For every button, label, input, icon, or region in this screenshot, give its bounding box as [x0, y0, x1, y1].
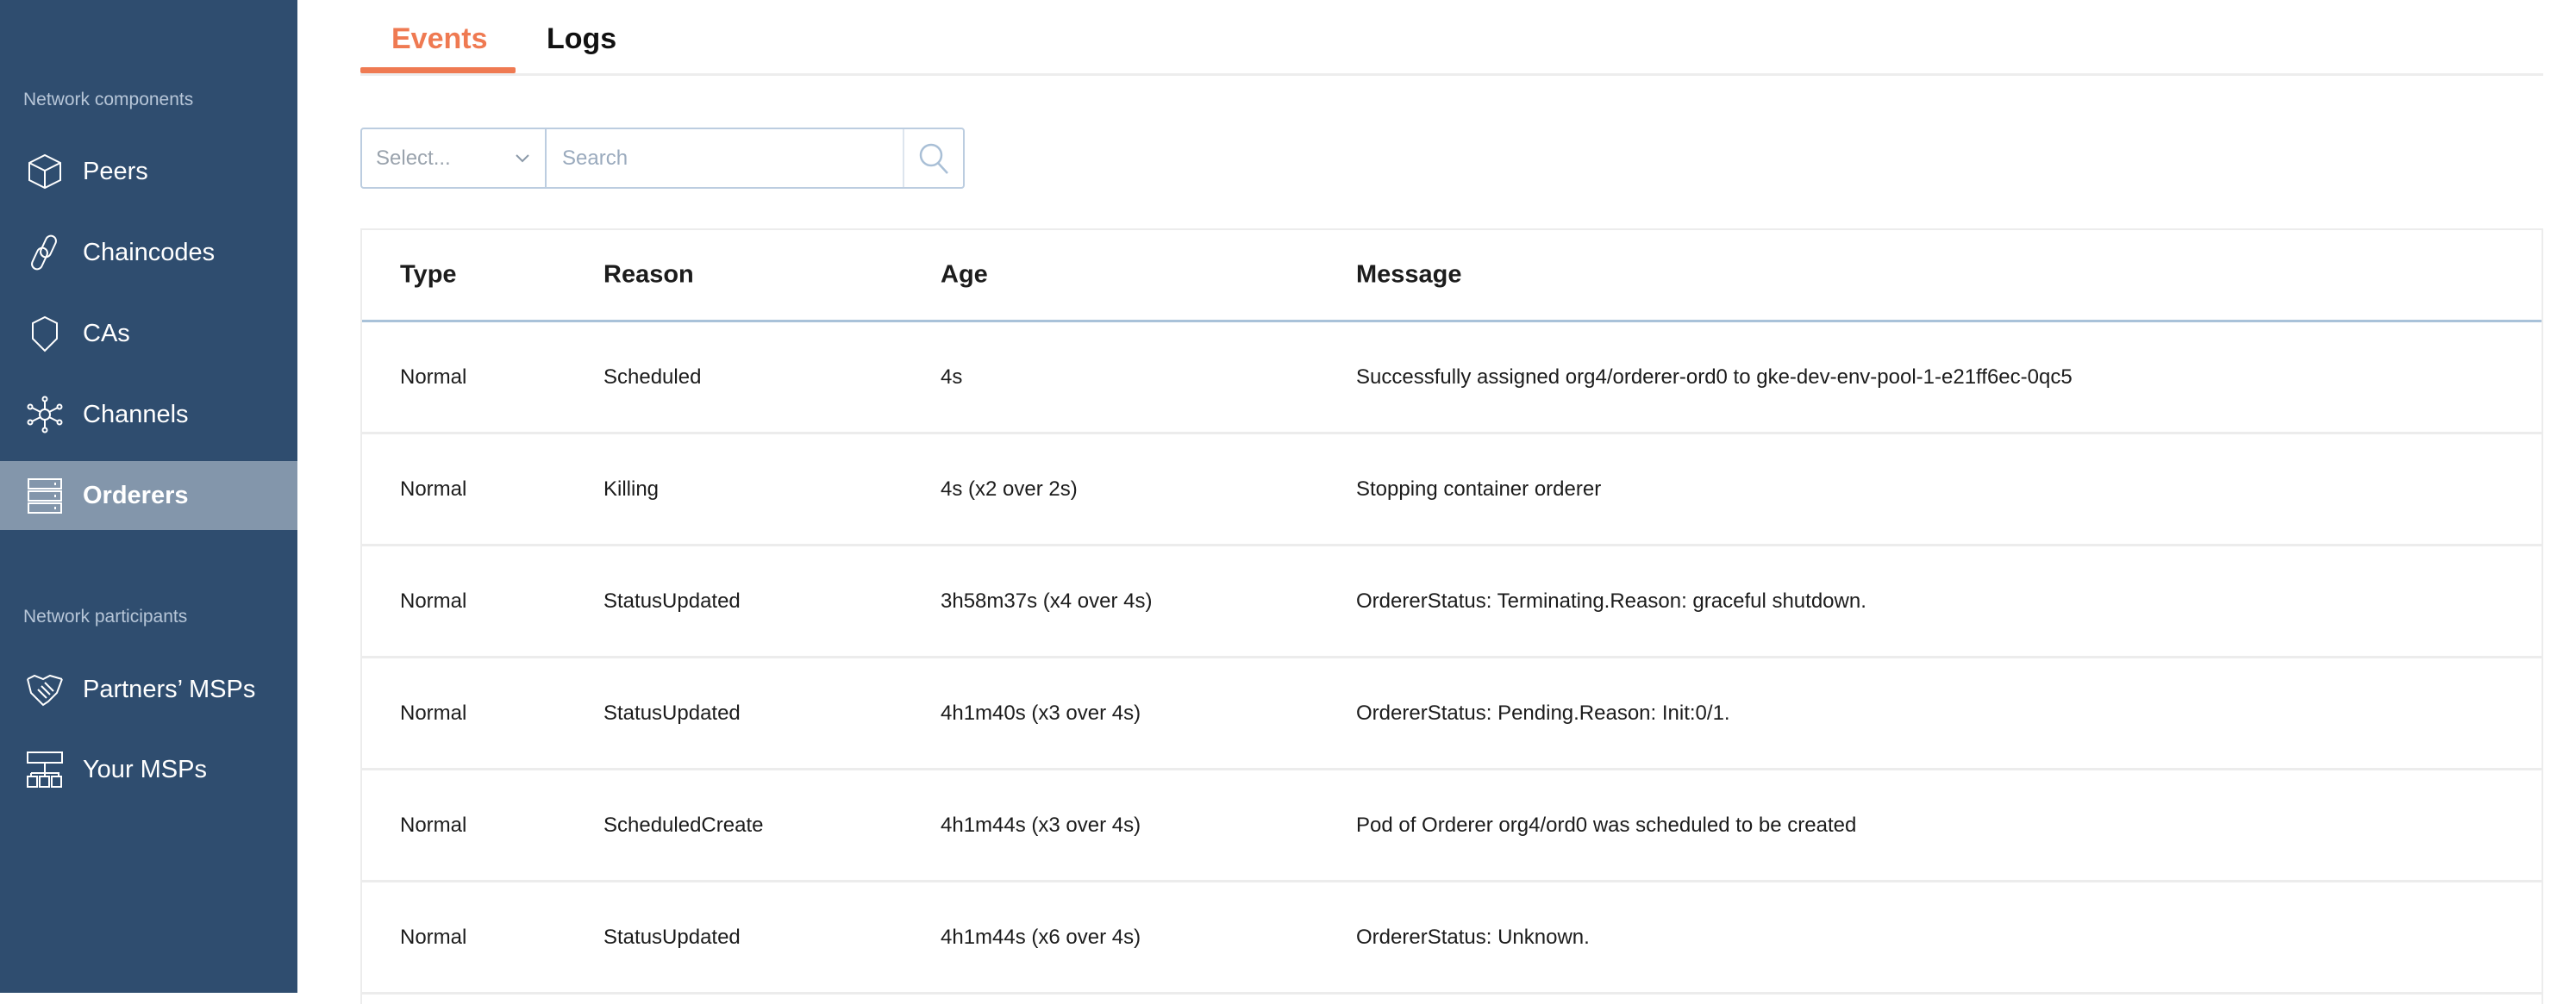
cell-reason: Scheduled: [603, 365, 702, 389]
select-placeholder: Select...: [376, 146, 451, 170]
header-message[interactable]: Message: [1356, 260, 1462, 289]
cell-type: Normal: [400, 813, 467, 837]
table-row: Normal Killing 4s (x2 over 2s) Stopping con…: [362, 434, 2542, 546]
table-row: Normal ScheduledCreate 4h1m44s (x3 over 4s…: [362, 770, 2542, 882]
cell-age: 4h1m44s (x3 over 4s): [941, 813, 1141, 837]
table-row: Normal StatusUpdated 3h58m37s (x4 over 4s)…: [362, 546, 2542, 658]
table-row: Normal StatusUpdated 4h1m40s (x3 over 4s) O…: [362, 658, 2542, 770]
section-title-network-participants: Network participants: [23, 607, 188, 627]
cell-age: 4s: [941, 365, 963, 389]
cell-message: OrdererStatus: Terminating.Reason: grace…: [1356, 589, 1866, 613]
sidebar-item-orderers[interactable]: Orderers: [0, 461, 297, 530]
cell-type: Normal: [400, 925, 467, 949]
cell-type: Normal: [400, 701, 467, 725]
cell-type: Normal: [400, 589, 467, 613]
cell-reason: StatusUpdated: [603, 925, 741, 949]
cell-age: 4h1m44s (x6 over 4s): [941, 925, 1141, 949]
table-row: Normal StatusUpdated 4h1m44s (x6 over 4s) O…: [362, 882, 2542, 995]
org-chart-icon: [27, 751, 63, 788]
cell-message: Stopping container orderer: [1356, 477, 1602, 501]
cell-reason: ScheduledCreate: [603, 813, 764, 837]
sidebar-item-cas[interactable]: CAs: [0, 299, 297, 368]
search-input[interactable]: [547, 129, 903, 187]
cell-type: Normal: [400, 477, 467, 501]
tab-bar: Events Logs: [360, 0, 2543, 76]
cell-reason: Killing: [603, 477, 660, 501]
chevron-down-icon: [516, 154, 529, 163]
cell-message: Pod of Orderer org4/ord0 was scheduled t…: [1356, 813, 1857, 837]
tab-logs[interactable]: Logs: [547, 22, 617, 55]
cell-reason: StatusUpdated: [603, 701, 741, 725]
header-age[interactable]: Age: [941, 260, 988, 289]
search-icon: [919, 143, 948, 174]
sidebar-item-channels[interactable]: Channels: [0, 380, 297, 449]
cell-reason: StatusUpdated: [603, 589, 741, 613]
tab-events[interactable]: Events: [391, 22, 488, 55]
cell-age: 3h58m37s (x4 over 4s): [941, 589, 1153, 613]
sidebar-item-label: Your MSPs: [83, 755, 207, 783]
cell-message: OrdererStatus: Pending.Reason: Init:0/1.: [1356, 701, 1730, 725]
sidebar-item-peers[interactable]: Peers: [0, 137, 297, 206]
cell-age: 4s (x2 over 2s): [941, 477, 1078, 501]
header-type[interactable]: Type: [400, 260, 457, 289]
network-hub-icon: [27, 396, 63, 433]
header-reason[interactable]: Reason: [603, 260, 694, 289]
table-row: Normal Scheduled 4s Successfully assigned o…: [362, 322, 2542, 434]
shield-icon: [32, 315, 58, 352]
sidebar-item-label: CAs: [83, 319, 130, 347]
handshake-icon: [27, 674, 63, 707]
type-select[interactable]: Select...: [362, 129, 547, 187]
cube-icon: [28, 153, 61, 190]
search-button[interactable]: [903, 129, 963, 187]
active-tab-indicator: [360, 67, 516, 73]
sidebar-item-chaincodes[interactable]: Chaincodes: [0, 218, 297, 287]
table-header: Type Reason Age Message: [362, 230, 2542, 322]
filter-bar: Select...: [360, 128, 965, 189]
sidebar-item-label: Partners’ MSPs: [83, 675, 256, 703]
sidebar-item-label: Peers: [83, 157, 148, 185]
cell-age: 4h1m40s (x3 over 4s): [941, 701, 1141, 725]
link-icon: [31, 234, 57, 271]
server-stack-icon: [28, 478, 62, 514]
sidebar-item-label: Channels: [83, 400, 189, 428]
cell-message: OrdererStatus: Unknown.: [1356, 925, 1590, 949]
sidebar-item-label: Chaincodes: [83, 238, 216, 266]
sidebar: Network components Peers Chaincodes CAs …: [0, 0, 297, 993]
sidebar-item-your-msps[interactable]: Your MSPs: [0, 735, 297, 804]
cell-type: Normal: [400, 365, 467, 389]
events-table: Type Reason Age Message Normal Scheduled 4…: [360, 228, 2543, 1004]
section-title-network-components: Network components: [23, 90, 194, 109]
sidebar-item-label: Orderers: [83, 481, 189, 509]
cell-message: Successfully assigned org4/orderer-ord0 …: [1356, 365, 2073, 389]
sidebar-item-partners-msps[interactable]: Partners’ MSPs: [0, 655, 297, 724]
